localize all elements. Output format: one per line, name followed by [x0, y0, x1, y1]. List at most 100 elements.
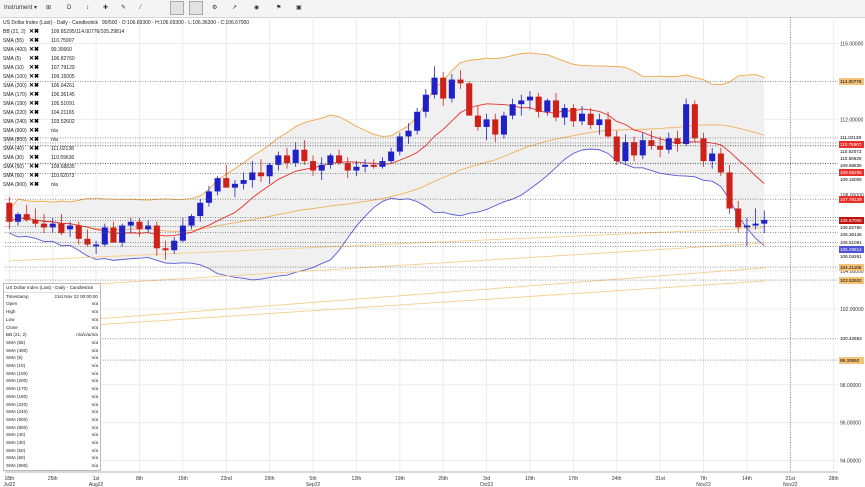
eye-icon[interactable]: ◉ [254, 5, 260, 11]
info-row: SMA (30) n/a [4, 439, 100, 447]
toggle-visibility-icon[interactable]: ✕✖ [29, 92, 40, 98]
info-row: SMA (200) n/a [4, 377, 100, 385]
toggle-visibility-icon[interactable]: ✕✖ [29, 83, 40, 89]
info-key: SMA (55) [6, 339, 26, 345]
grid-layout-icon[interactable] [189, 1, 203, 15]
x-tick-label: 28th [829, 476, 839, 482]
info-value: n/a [91, 378, 98, 384]
flag-icon[interactable]: ⚑ [276, 5, 282, 11]
legend-value: 107.79129 [51, 65, 75, 71]
x-tick-label: 5th [310, 476, 317, 482]
candle-body [587, 113, 594, 126]
y-tick-label: 102.00000 [840, 307, 864, 313]
candle-body [336, 155, 343, 163]
y-tick-label: 116.00000 [840, 42, 863, 48]
price-label: 109.68835 [839, 162, 864, 170]
x-tick-label: 25th [48, 476, 58, 482]
candle-body [388, 151, 395, 162]
candle-body [362, 164, 369, 167]
y-tick-label: 112.00000 [840, 117, 863, 123]
toggle-visibility-icon[interactable]: ✕✖ [29, 146, 40, 152]
candle-body [561, 108, 568, 118]
toggle-visibility-icon[interactable]: ✕✖ [29, 29, 40, 35]
candle-body [483, 119, 490, 127]
info-row: SMA (5) n/a [4, 354, 100, 362]
single-layout-icon[interactable] [170, 1, 184, 15]
candle-body [197, 202, 204, 217]
toggle-visibility-icon[interactable]: ✕✖ [29, 173, 40, 179]
legend-name: SMA (190) [3, 101, 27, 107]
legend-value: n/a [51, 137, 58, 143]
info-key: SMA (5) [6, 355, 23, 361]
legend-row: BB (21, 2) ✕✖ 109.65295/114.00776/105.2981… [3, 28, 249, 37]
instrument-menu[interactable]: Instrument [4, 5, 33, 11]
window-icon[interactable]: ▣ [296, 5, 302, 11]
candle-body [605, 119, 612, 137]
candle-body [570, 108, 577, 122]
toggle-visibility-icon[interactable]: ✕✖ [29, 119, 40, 125]
toggle-visibility-icon[interactable]: ✕✖ [29, 155, 40, 161]
candle-body [301, 149, 308, 162]
legend-value: n/a [51, 182, 58, 188]
toggle-visibility-icon[interactable]: ✕✖ [29, 182, 40, 188]
toggle-visibility-icon[interactable]: ✕✖ [29, 110, 40, 116]
price-label: 100.42683 [839, 335, 864, 343]
info-key: SMA (170) [6, 386, 28, 392]
legend-value: n/a [51, 128, 58, 134]
toggle-visibility-icon[interactable]: ✕✖ [29, 38, 40, 44]
candle-body [309, 161, 317, 171]
y-tick-label: 96.00000 [840, 421, 861, 427]
line-tool-icon[interactable]: ⁄ [140, 5, 142, 11]
toggle-visibility-icon[interactable]: ✕✖ [29, 137, 40, 143]
info-key: SMA (400) [6, 347, 28, 353]
info-key: SMA (50) [6, 447, 26, 453]
legend-name: SMA (5) [3, 56, 22, 62]
legend-name: SMA (170) [3, 92, 27, 98]
toggle-visibility-icon[interactable]: ✕✖ [29, 47, 40, 53]
draw-tool-icon[interactable]: ↕ [86, 5, 89, 11]
arrow-tool-icon[interactable]: ↗ [232, 5, 238, 11]
x-tick-label: 10th [525, 476, 535, 482]
candle-body [275, 155, 282, 165]
candlestick-type-icon[interactable]: ⊞ [46, 5, 52, 11]
toggle-visibility-icon[interactable]: ✕✖ [29, 101, 40, 107]
candle-body [344, 162, 351, 171]
pen-icon[interactable]: ✎ [121, 5, 127, 11]
candle-body [214, 178, 221, 192]
info-key: Close [6, 324, 18, 330]
settings-icon[interactable]: ⚙ [212, 5, 218, 11]
chevron-down-icon[interactable]: ▾ [34, 5, 38, 11]
x-tick-sublabel: Nov22 [783, 482, 798, 487]
toggle-visibility-icon[interactable]: ✕✖ [29, 128, 40, 134]
info-key: SMA (100) [6, 370, 28, 376]
toggle-visibility-icon[interactable]: ✕✖ [29, 74, 40, 80]
toggle-visibility-icon[interactable]: ✕✖ [29, 56, 40, 62]
sma-line [9, 242, 765, 290]
candle-body [58, 223, 65, 234]
info-value: n/a [91, 370, 98, 376]
candle-body [136, 221, 143, 230]
legend-value: 106.04261 [51, 83, 75, 89]
info-row: Close n/a [4, 324, 100, 332]
candle-body [266, 164, 273, 177]
candle-body [231, 183, 238, 188]
candle-body [683, 104, 690, 145]
info-row: SMA (240) n/a [4, 408, 100, 416]
info-row: SMA (55) n/a [4, 339, 100, 347]
toggle-visibility-icon[interactable]: ✕✖ [29, 65, 40, 71]
legend-name: SMA (100) [3, 74, 27, 80]
crosshair-icon[interactable]: ✚ [103, 5, 109, 11]
price-label: 110.62073 [839, 148, 864, 156]
toggle-visibility-icon[interactable]: ✕✖ [29, 164, 40, 170]
candle-body [743, 225, 750, 228]
legend-name: SMA (60) [3, 173, 24, 179]
legend-value: 99.30660 [51, 47, 72, 53]
type-menu[interactable]: D [67, 5, 72, 11]
candle-body [110, 227, 117, 243]
x-tick-sublabel: Jul22 [3, 482, 15, 487]
legend-name: SMA (240) [3, 119, 27, 125]
info-value: n/a [91, 316, 98, 322]
candle-body [162, 248, 169, 251]
legend-name: SMA (200) [3, 83, 27, 89]
